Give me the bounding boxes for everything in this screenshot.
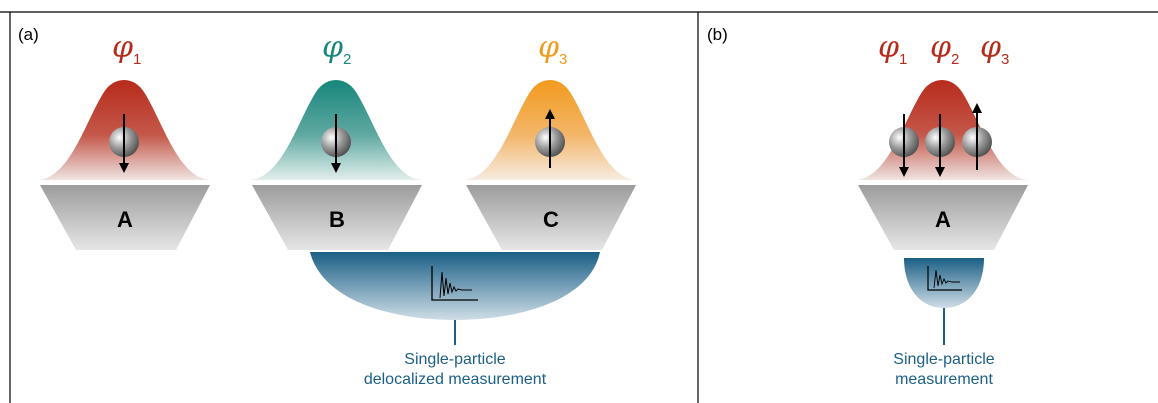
spin-down-a [109,114,139,173]
trap-a [40,185,210,250]
caption-b-line1: Single-particle [893,351,994,368]
panel-b-label: (b) [707,25,728,44]
trap-c [466,185,636,250]
signal-decay-icon [431,266,478,301]
phi3-label: φ3 [538,30,567,68]
phi2-label: φ2 [322,30,351,68]
spin-up-3-b [962,103,992,170]
phi1-label-b: φ1 [878,30,907,68]
trap-a-b-label: A [935,207,951,232]
phi2-label-b: φ2 [930,30,959,68]
spin-down-1-b [889,114,919,177]
trap-c-label: C [543,207,559,232]
trap-b-label: B [329,207,345,232]
spin-up-c [535,109,565,168]
caption-b-line2: measurement [895,371,993,388]
phi1-label: φ1 [112,30,141,68]
phi3-label-b: φ3 [980,30,1009,68]
panel-b: (b) φ1 φ2 φ3 A Single- [707,25,1028,388]
delocalized-measurement-bowl [310,252,600,320]
trap-a-label: A [117,207,133,232]
signal-decay-icon-b [927,266,962,291]
trap-a-b [858,185,1028,250]
panel-a-label: (a) [18,25,39,44]
panel-frames [0,11,1158,403]
caption-a-line2: delocalized measurement [364,371,547,388]
caption-a-line1: Single-particle [404,351,505,368]
trap-b [252,185,422,250]
local-measurement-bowl [904,258,984,308]
spin-down-b [321,114,351,173]
panel-a: (a) φ1 φ2 φ3 A B [18,25,636,388]
spin-down-2-b [925,114,955,177]
